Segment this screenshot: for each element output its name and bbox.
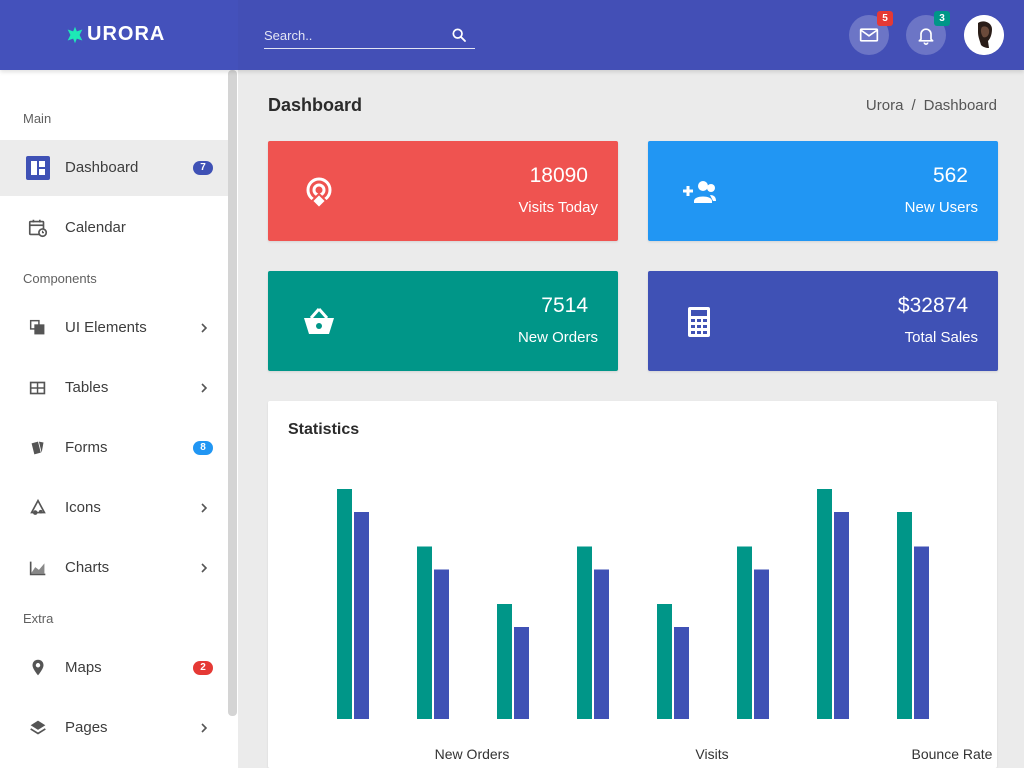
- chart-bar: [897, 512, 912, 719]
- sidebar-item-label: Forms: [65, 439, 108, 456]
- brand-logo-icon: [67, 26, 83, 44]
- sidebar-item-label: Tables: [65, 379, 109, 396]
- stat-value: $32874: [897, 294, 968, 317]
- sidebar-item-label: Charts: [65, 559, 110, 576]
- chart-bar: [417, 546, 432, 719]
- top-bar: URORA 5 3: [0, 0, 1024, 70]
- sidebar-item-charts[interactable]: Charts: [0, 540, 228, 596]
- chart-bar: [834, 512, 849, 719]
- add-users-icon: [683, 181, 716, 203]
- notifications-button[interactable]: 3: [906, 11, 950, 55]
- stat-value: 7514: [541, 294, 588, 317]
- sidebar: Main Dashboard 7 Calendar Components UI …: [0, 70, 238, 768]
- bell-icon: [918, 28, 934, 45]
- chevron-right-icon: [201, 723, 208, 733]
- search-input[interactable]: [264, 24, 444, 46]
- calendar-icon: [28, 219, 48, 238]
- sidebar-item-maps[interactable]: Maps 2: [0, 640, 228, 696]
- icons-icon: [30, 498, 46, 515]
- sidebar-item-label: Icons: [65, 499, 101, 516]
- chart-icon: [29, 561, 46, 576]
- layers-icon: [30, 720, 46, 735]
- stat-card-sales[interactable]: $32874 Total Sales: [648, 271, 998, 371]
- stat-card-visits[interactable]: 18090 Visits Today: [268, 141, 618, 241]
- sidebar-item-tables[interactable]: Tables: [0, 360, 228, 416]
- breadcrumb: Urora / Dashboard: [866, 97, 997, 114]
- ui-elements-icon: [29, 319, 45, 335]
- search-icon[interactable]: [451, 27, 467, 43]
- chart-bar: [754, 569, 769, 719]
- dashboard-icon: [26, 156, 50, 180]
- messages-button[interactable]: 5: [849, 11, 893, 55]
- brand[interactable]: URORA: [0, 0, 238, 70]
- map-pin-icon: [32, 659, 44, 676]
- breadcrumb-home-link[interactable]: Urora: [865, 97, 904, 114]
- chart-bar: [514, 627, 529, 719]
- sidebar-section-components: Components: [23, 271, 97, 286]
- user-avatar[interactable]: [964, 15, 1004, 55]
- chart-category-label: New Orders: [435, 746, 510, 762]
- sidebar-item-pages[interactable]: Pages: [0, 700, 228, 756]
- page-title: Dashboard: [268, 95, 363, 115]
- chart-category-label: Visits: [695, 746, 728, 762]
- sidebar-item-forms[interactable]: Forms 8: [0, 420, 228, 476]
- stat-value: 562: [932, 164, 968, 187]
- table-icon: [29, 381, 46, 395]
- sidebar-item-dashboard[interactable]: Dashboard 7: [0, 140, 228, 196]
- messages-badge: 5: [877, 11, 893, 26]
- search-box: [264, 24, 475, 49]
- chevron-right-icon: [201, 563, 208, 573]
- stat-card-orders[interactable]: 7514 New Orders: [268, 271, 618, 371]
- chart-bar: [817, 489, 832, 719]
- sidebar-item-ui-elements[interactable]: UI Elements: [0, 300, 228, 356]
- stat-card-users[interactable]: 562 New Users: [648, 141, 998, 241]
- breadcrumb-current: Dashboard: [923, 97, 997, 114]
- chart-bar: [354, 512, 369, 719]
- chart-bar: [674, 627, 689, 719]
- chart-category-label: Bounce Rate: [912, 746, 993, 762]
- sidebar-item-label: UI Elements: [65, 319, 147, 336]
- stat-label: New Orders: [517, 329, 598, 346]
- chart-bar: [594, 569, 609, 719]
- dashboard-badge: 7: [193, 161, 213, 175]
- notifications-badge: 3: [934, 11, 950, 26]
- stat-value: 18090: [529, 164, 588, 187]
- chevron-right-icon: [201, 503, 208, 513]
- sidebar-item-calendar[interactable]: Calendar: [0, 200, 228, 256]
- chevron-right-icon: [201, 383, 208, 393]
- stat-label: Total Sales: [904, 329, 978, 346]
- basket-icon: [304, 308, 334, 334]
- envelope-icon: [859, 28, 879, 42]
- sidebar-section-extra: Extra: [23, 611, 54, 626]
- target-icon: [306, 177, 332, 209]
- sidebar-item-label: Calendar: [65, 219, 126, 236]
- chart-bar: [737, 546, 752, 719]
- chart-bar: [434, 569, 449, 719]
- forms-badge: 8: [193, 441, 213, 455]
- stat-label: New Users: [904, 199, 978, 216]
- sidebar-section-main: Main: [23, 111, 52, 126]
- sidebar-item-label: Pages: [65, 719, 108, 736]
- chevron-right-icon: [201, 323, 208, 333]
- statistics-title: Statistics: [288, 421, 360, 438]
- stat-label: Visits Today: [518, 199, 599, 216]
- brand-name: URORA: [87, 23, 166, 45]
- calculator-icon: [688, 307, 710, 337]
- sidebar-scrollbar[interactable]: [228, 70, 237, 716]
- maps-badge: 2: [193, 661, 213, 675]
- chart-bar: [497, 604, 512, 719]
- statistics-panel: Statistics New Orders Visits Bounce Rate: [268, 401, 997, 768]
- forms-icon: [31, 441, 44, 455]
- chart-bar: [914, 546, 929, 719]
- breadcrumb-separator: /: [911, 97, 916, 114]
- sidebar-item-icons[interactable]: Icons: [0, 480, 228, 536]
- chart-bar: [657, 604, 672, 719]
- avatar-icon: [964, 15, 1004, 55]
- statistics-bar-chart: New Orders Visits Bounce Rate: [337, 489, 993, 762]
- chart-bar: [337, 489, 352, 719]
- chart-bar: [577, 546, 592, 719]
- sidebar-item-label: Maps: [65, 659, 102, 676]
- sidebar-item-label: Dashboard: [65, 159, 139, 176]
